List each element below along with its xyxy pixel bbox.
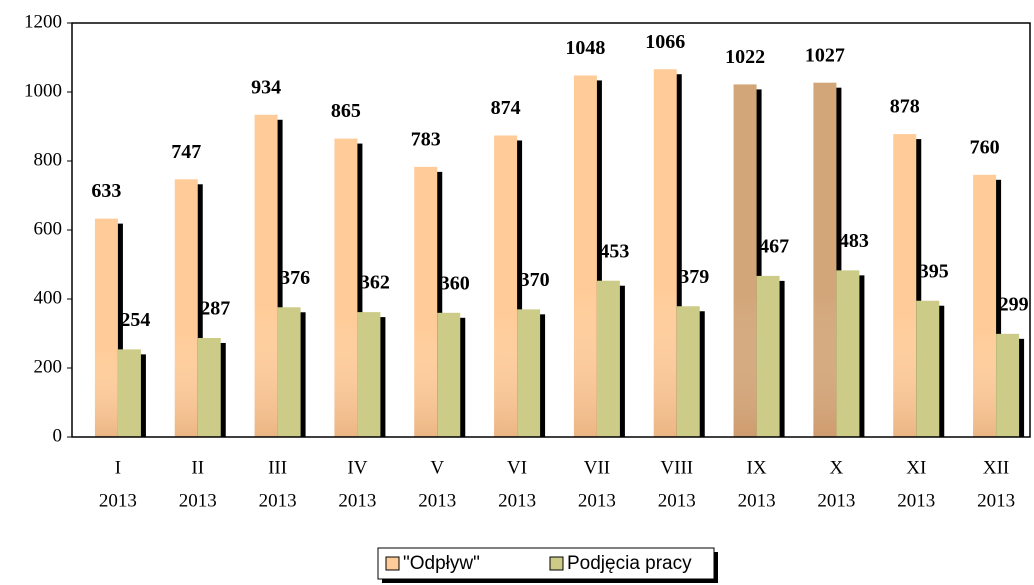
bar-shade <box>174 179 198 437</box>
bar-shade <box>653 69 677 437</box>
x-tick-label: VII <box>584 457 610 478</box>
x-tick-label: II <box>191 457 204 478</box>
bar <box>117 349 141 437</box>
x-tick-label: 2013 <box>897 490 935 511</box>
bar <box>756 275 780 437</box>
bar <box>996 333 1020 437</box>
data-label: 453 <box>599 240 629 262</box>
legend-swatch <box>385 556 400 571</box>
x-tick-label: IX <box>747 457 767 478</box>
plot-border <box>71 22 1031 438</box>
data-label: 376 <box>280 267 310 289</box>
data-label: 1022 <box>725 46 765 68</box>
data-label: 934 <box>251 76 281 98</box>
bar <box>197 337 221 437</box>
data-label: 783 <box>411 128 441 150</box>
y-tick-label: 0 <box>53 425 63 446</box>
x-tick-label: 2013 <box>817 490 855 511</box>
data-label: 865 <box>331 100 361 122</box>
bar-shade <box>973 174 997 438</box>
data-label: 878 <box>890 96 920 118</box>
data-label: 362 <box>360 272 390 294</box>
y-tick-label: 1200 <box>24 11 62 32</box>
x-tick-label: 2013 <box>658 490 696 511</box>
x-tick-label: 2013 <box>738 490 776 511</box>
bar <box>357 312 381 437</box>
data-label: 874 <box>491 97 521 119</box>
data-label: 483 <box>839 230 869 252</box>
data-label: 760 <box>970 136 1000 158</box>
y-tick-label: 600 <box>34 218 63 239</box>
y-tick-label: 1000 <box>24 80 62 101</box>
x-tick-label: III <box>268 457 287 478</box>
data-label: 747 <box>171 141 201 163</box>
x-tick-label: 2013 <box>338 490 376 511</box>
x-tick-label: 2013 <box>259 490 297 511</box>
x-tick-label: XII <box>983 457 1009 478</box>
bar <box>277 307 301 437</box>
bar-shade <box>813 82 837 437</box>
data-label: 287 <box>200 298 230 320</box>
x-tick-label: 2013 <box>99 490 137 511</box>
data-label: 254 <box>120 309 150 331</box>
x-tick-label: I <box>115 457 121 478</box>
bar-shade <box>334 138 358 437</box>
data-label: 1027 <box>805 44 845 66</box>
bar <box>836 270 860 437</box>
y-tick-label: 400 <box>34 287 63 308</box>
legend-label: Podjęcia pracy <box>567 553 692 574</box>
bar <box>916 300 940 437</box>
x-tick-label: 2013 <box>498 490 536 511</box>
x-tick-label: X <box>830 457 844 478</box>
data-label: 299 <box>999 293 1029 315</box>
x-tick-label: V <box>430 457 444 478</box>
bar <box>676 306 700 437</box>
bar-shade <box>893 134 917 437</box>
bar-shade <box>94 218 118 437</box>
bar-shade <box>254 114 278 438</box>
x-tick-label: 2013 <box>179 490 217 511</box>
x-tick-label: 2013 <box>578 490 616 511</box>
data-label: 395 <box>919 260 949 282</box>
data-label: 467 <box>759 235 789 257</box>
bar-shade <box>414 166 438 438</box>
bar <box>596 280 620 437</box>
bar-shade <box>733 84 757 437</box>
legend <box>377 547 715 580</box>
bar <box>517 309 541 437</box>
y-tick-label: 200 <box>34 356 63 377</box>
data-label: 379 <box>679 266 709 288</box>
legend-swatch <box>549 556 564 571</box>
bar <box>437 312 461 437</box>
x-tick-label: VI <box>507 457 527 478</box>
x-tick-label: VIII <box>660 457 693 478</box>
data-label: 360 <box>440 272 470 294</box>
data-label: 633 <box>91 180 121 202</box>
x-tick-label: IV <box>347 457 367 478</box>
bar-shade <box>573 75 597 437</box>
data-label: 1048 <box>565 37 605 59</box>
x-tick-label: XI <box>906 457 926 478</box>
data-label: 370 <box>520 269 550 291</box>
x-tick-label: 2013 <box>418 490 456 511</box>
y-tick-label: 800 <box>34 149 63 170</box>
bar-shade <box>494 135 518 437</box>
x-tick-label: 2013 <box>977 490 1015 511</box>
legend-label: "Odpływ" <box>403 553 480 574</box>
data-label: 1066 <box>645 31 685 53</box>
